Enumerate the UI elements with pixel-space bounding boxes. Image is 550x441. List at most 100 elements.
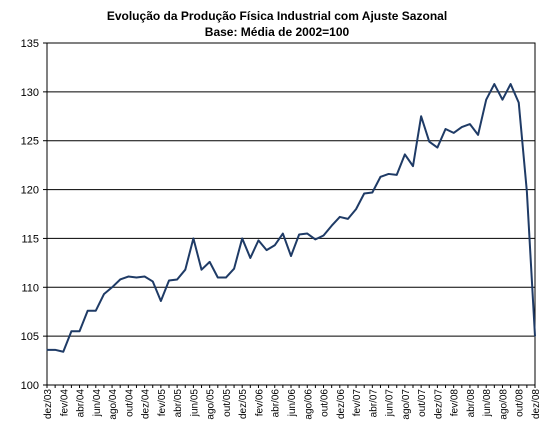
x-tick-label: dez/08 — [531, 389, 542, 419]
data-point — [249, 257, 251, 259]
chart-subtitle: Base: Média de 2002=100 — [205, 25, 350, 39]
x-tick-label: out/06 — [320, 389, 331, 417]
y-tick-label: 130 — [21, 87, 39, 99]
data-point — [282, 232, 284, 235]
y-tick-label: 115 — [21, 233, 39, 245]
data-point — [355, 208, 357, 210]
data-point — [436, 146, 438, 149]
x-tick-label: dez/04 — [141, 389, 152, 419]
data-point — [396, 174, 398, 176]
data-point — [119, 278, 121, 281]
data-point — [160, 300, 162, 302]
data-point — [347, 218, 349, 220]
series-layer — [46, 83, 536, 353]
data-point — [95, 310, 97, 312]
data-point — [331, 225, 333, 227]
series-line — [47, 83, 536, 353]
data-point — [176, 278, 178, 281]
data-point — [322, 234, 325, 237]
data-point — [501, 99, 504, 101]
data-point — [428, 141, 430, 143]
data-point — [200, 269, 203, 271]
y-tick-label: 100 — [21, 380, 39, 392]
data-point — [469, 123, 471, 125]
x-tick-label: jun/05 — [189, 389, 200, 418]
data-point — [306, 232, 308, 235]
x-tick-label: abr/04 — [76, 389, 87, 418]
x-tick-label: dez/07 — [433, 389, 444, 419]
data-point — [493, 83, 495, 85]
y-tick-label: 110 — [21, 282, 39, 294]
data-point — [371, 191, 373, 194]
data-point — [388, 173, 390, 175]
data-point — [404, 153, 406, 155]
x-tick-label: dez/06 — [336, 389, 347, 419]
chart-title: Evolução da Produção Física Industrial c… — [107, 9, 447, 23]
x-tick-label: out/07 — [417, 389, 428, 417]
data-point — [87, 310, 89, 312]
data-point — [274, 244, 276, 246]
x-tick-label: out/05 — [222, 389, 233, 417]
x-tick-label: fev/07 — [352, 389, 363, 417]
data-point — [518, 102, 520, 104]
data-point — [70, 330, 72, 332]
x-tick-label: dez/05 — [238, 389, 249, 419]
x-tick-label: abr/06 — [271, 389, 282, 418]
data-point — [241, 237, 243, 240]
x-tick-label: dez/03 — [43, 389, 54, 419]
data-point — [127, 275, 129, 278]
x-tick-label: abr/07 — [368, 389, 379, 418]
data-point — [412, 165, 414, 167]
data-point — [103, 293, 105, 295]
x-tick-label: jun/08 — [482, 389, 493, 418]
data-point — [485, 99, 487, 101]
data-point — [290, 255, 292, 257]
data-point — [420, 115, 422, 117]
data-point — [209, 261, 211, 263]
x-tick-label: ago/04 — [108, 389, 119, 420]
x-tick-label: ago/08 — [498, 389, 509, 420]
data-point — [444, 128, 447, 130]
data-point — [62, 351, 64, 353]
data-point — [217, 276, 219, 279]
x-tick-label: fev/05 — [157, 389, 168, 417]
x-tick-label: abr/05 — [173, 389, 184, 418]
x-tick-label: out/08 — [515, 389, 526, 417]
axes — [43, 42, 536, 388]
data-point — [144, 275, 146, 278]
y-tick-label: 120 — [21, 185, 39, 197]
data-point — [314, 238, 316, 241]
data-point — [168, 279, 170, 282]
x-axis-tick-labels: dez/03 fev/04 abr/04 jun/04 ago/04 out/04 dez/… — [43, 389, 542, 420]
data-point — [257, 239, 260, 241]
x-tick-label: ago/06 — [303, 389, 314, 420]
data-point — [111, 286, 113, 288]
data-point — [477, 134, 479, 136]
data-point — [298, 233, 300, 236]
grid-lines — [47, 42, 535, 337]
x-tick-label: ago/07 — [401, 389, 412, 420]
x-tick-label: jun/04 — [92, 389, 103, 418]
data-point — [453, 132, 455, 134]
x-tick-label: ago/05 — [206, 389, 217, 420]
data-point — [78, 330, 81, 332]
x-tick-label: fev/08 — [450, 389, 461, 417]
x-tick-label: out/04 — [124, 389, 135, 417]
data-point — [266, 249, 268, 251]
plot-area-border — [46, 42, 536, 386]
data-point — [192, 237, 194, 240]
data-point — [184, 269, 186, 271]
x-tick-label: jun/07 — [385, 389, 396, 418]
data-point — [135, 276, 138, 279]
data-point — [534, 335, 536, 337]
data-point — [225, 276, 227, 279]
data-point — [379, 176, 382, 178]
y-tick-label: 135 — [21, 38, 39, 50]
x-tick-label: fev/06 — [254, 389, 265, 417]
x-tick-label: fev/04 — [59, 389, 70, 417]
data-point — [461, 126, 463, 128]
data-point — [46, 349, 48, 351]
data-point — [152, 280, 154, 283]
y-tick-label: 105 — [21, 331, 39, 343]
